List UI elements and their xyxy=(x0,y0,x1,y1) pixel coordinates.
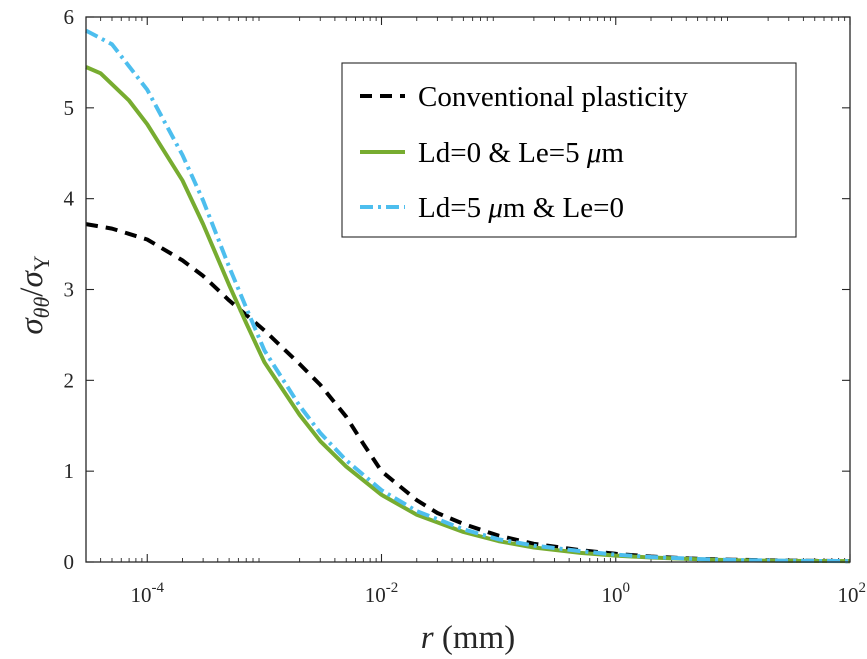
legend: Conventional plasticity Ld=0 & Le=5 μm Ld=… xyxy=(341,62,797,238)
x-tick-label: 100 xyxy=(601,580,630,607)
y-tick-label: 5 xyxy=(64,96,75,120)
y-axis-ticks: 0 1 2 3 4 5 6 xyxy=(64,5,850,574)
x-axis-unit: (mm) xyxy=(442,620,515,656)
x-tick-label: 10-2 xyxy=(365,580,399,607)
y-axis-label: σθθ/σY xyxy=(14,255,54,334)
x-axis-ticks: 10-4 10-2 100 102 xyxy=(85,17,867,607)
series-line-2 xyxy=(85,28,851,564)
y-axis-num: σ xyxy=(14,317,50,335)
series-line-1 xyxy=(85,65,851,564)
y-tick-label: 1 xyxy=(64,459,75,483)
y-tick-label: 3 xyxy=(64,278,75,302)
legend-label-0: Conventional plasticity xyxy=(418,81,688,113)
y-axis-den: σ xyxy=(14,270,50,288)
x-axis-symbol: r xyxy=(421,620,434,656)
x-tick-label: 102 xyxy=(838,580,867,607)
y-axis-num-sub: θθ xyxy=(29,297,54,319)
series-line-0 xyxy=(85,222,851,564)
plot-frame xyxy=(85,16,851,563)
x-tick-label: 10-4 xyxy=(130,580,164,607)
y-axis-den-sub: Y xyxy=(29,255,54,271)
series-layer xyxy=(85,28,851,564)
y-tick-label: 2 xyxy=(64,368,75,392)
legend-label-1: Ld=0 & Le=5 μm xyxy=(418,137,624,169)
legend-label-2: Ld=5 μm & Le=0 xyxy=(418,192,624,224)
x-axis-label: r (mm) xyxy=(421,620,515,656)
y-tick-label: 6 xyxy=(64,5,75,29)
y-axis-slash: / xyxy=(14,287,50,297)
legend-box xyxy=(341,62,797,238)
y-tick-label: 0 xyxy=(64,550,75,574)
y-tick-label: 4 xyxy=(64,187,75,211)
